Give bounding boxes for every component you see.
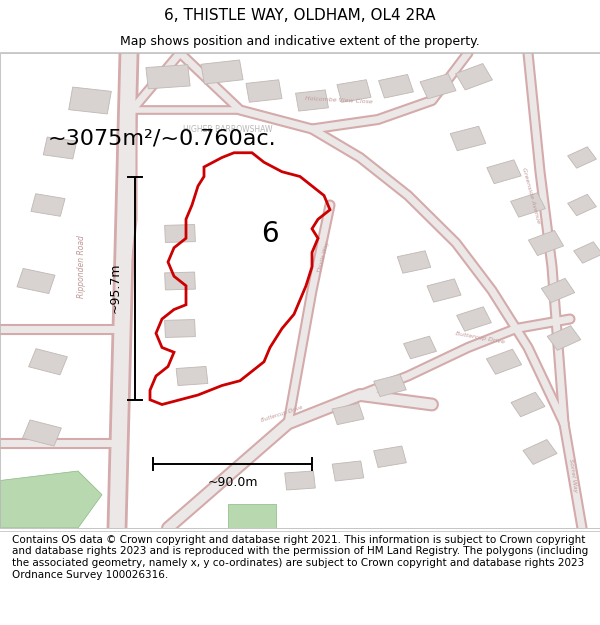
Text: Map shows position and indicative extent of the property.: Map shows position and indicative extent…	[120, 35, 480, 48]
Bar	[246, 80, 282, 102]
Text: Sorrel Way: Sorrel Way	[568, 459, 578, 493]
Bar	[568, 147, 596, 168]
Bar	[332, 461, 364, 481]
Bar	[23, 420, 61, 446]
Polygon shape	[0, 471, 102, 528]
Bar	[17, 269, 55, 294]
Bar	[164, 319, 196, 338]
Bar	[332, 403, 364, 424]
Bar	[285, 471, 315, 490]
Bar	[146, 64, 190, 89]
Bar	[568, 194, 596, 216]
Bar	[523, 439, 557, 464]
Bar	[529, 231, 563, 256]
Bar	[29, 349, 67, 375]
Bar	[164, 272, 196, 290]
Text: Buttercup Drive: Buttercup Drive	[455, 331, 505, 345]
Text: ~3075m²/~0.760ac.: ~3075m²/~0.760ac.	[48, 129, 277, 149]
Text: ~90.0m: ~90.0m	[207, 476, 258, 489]
Bar	[43, 137, 77, 159]
Bar	[379, 74, 413, 98]
Bar	[164, 224, 196, 243]
Bar	[374, 374, 406, 396]
Text: Greenside Avenue: Greenside Avenue	[521, 167, 541, 224]
Text: 6: 6	[261, 219, 279, 248]
Bar	[68, 87, 112, 114]
Bar	[201, 60, 243, 84]
Text: Buttercup Drive: Buttercup Drive	[260, 405, 304, 423]
Bar	[450, 126, 486, 151]
Bar	[574, 242, 600, 263]
Bar	[511, 192, 545, 218]
Text: Thistle Way: Thistle Way	[317, 241, 331, 273]
Bar	[547, 326, 581, 351]
Bar	[427, 279, 461, 302]
Text: Ripponden Road: Ripponden Road	[77, 235, 86, 298]
Text: Holcombe View Close: Holcombe View Close	[305, 96, 373, 105]
Text: 6, THISTLE WAY, OLDHAM, OL4 2RA: 6, THISTLE WAY, OLDHAM, OL4 2RA	[164, 8, 436, 23]
Bar	[337, 80, 371, 102]
Bar	[31, 194, 65, 216]
Text: Contains OS data © Crown copyright and database right 2021. This information is : Contains OS data © Crown copyright and d…	[12, 535, 588, 579]
Bar	[374, 446, 406, 468]
Bar	[455, 64, 493, 90]
Bar	[457, 307, 491, 331]
Bar	[404, 336, 436, 359]
Bar	[487, 160, 521, 184]
Polygon shape	[228, 504, 276, 528]
Bar	[541, 278, 575, 302]
Bar	[511, 392, 545, 417]
Bar	[487, 349, 521, 374]
Text: ~95.7m: ~95.7m	[109, 263, 122, 313]
Bar	[420, 74, 456, 99]
Text: HIGHER BARROWSHAW: HIGHER BARROWSHAW	[183, 124, 273, 134]
Bar	[397, 251, 431, 273]
Bar	[296, 90, 328, 111]
Bar	[176, 366, 208, 386]
